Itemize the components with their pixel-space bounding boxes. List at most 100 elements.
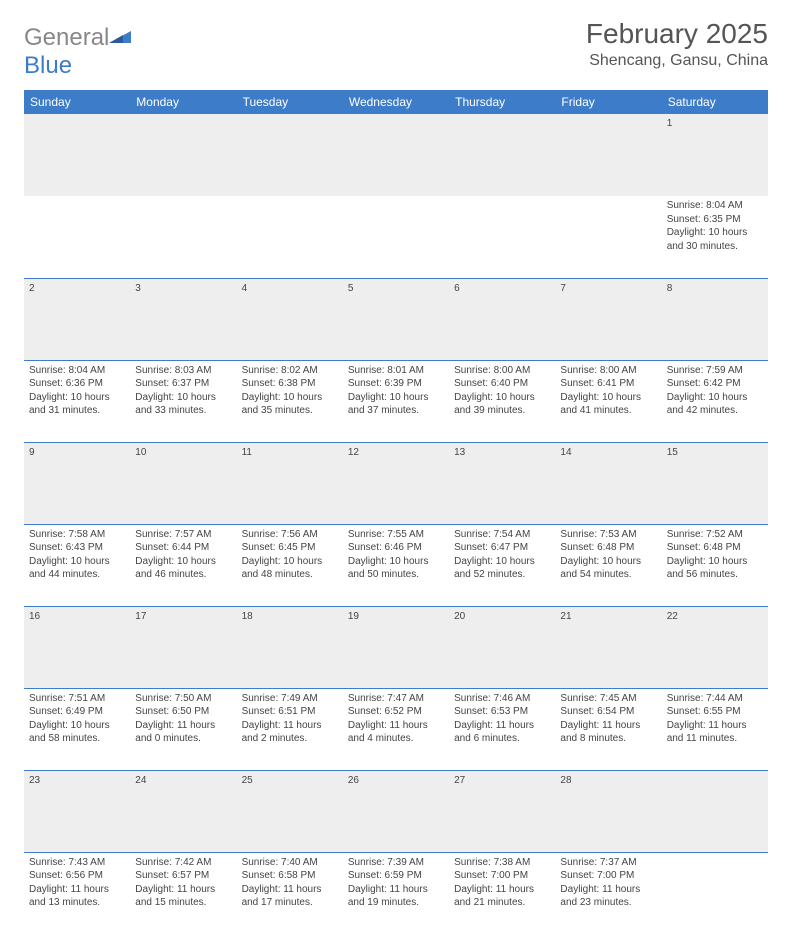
day-number-cell: 18 (237, 606, 343, 688)
logo-flag-icon (109, 29, 131, 45)
day-content-cell: Sunrise: 7:43 AMSunset: 6:56 PMDaylight:… (24, 852, 130, 934)
day-number-row: 9101112131415 (24, 442, 768, 524)
sunset-line: Sunset: 6:49 PM (29, 705, 125, 719)
daylight-line: Daylight: 11 hours and 2 minutes. (242, 719, 338, 746)
daylight-line: Daylight: 10 hours and 58 minutes. (29, 719, 125, 746)
sunrise-line: Sunrise: 7:50 AM (135, 692, 231, 706)
weekday-header-row: SundayMondayTuesdayWednesdayThursdayFrid… (24, 90, 768, 114)
sunset-line: Sunset: 6:44 PM (135, 541, 231, 555)
sunset-line: Sunset: 6:35 PM (667, 213, 763, 227)
daylight-line: Daylight: 10 hours and 41 minutes. (560, 391, 656, 418)
weekday-header: Tuesday (237, 90, 343, 114)
day-content-cell: Sunrise: 7:52 AMSunset: 6:48 PMDaylight:… (662, 524, 768, 606)
sunrise-line: Sunrise: 7:47 AM (348, 692, 444, 706)
day-content-cell (449, 196, 555, 278)
day-content-cell: Sunrise: 8:04 AMSunset: 6:36 PMDaylight:… (24, 360, 130, 442)
daylight-line: Daylight: 10 hours and 39 minutes. (454, 391, 550, 418)
sunset-line: Sunset: 6:42 PM (667, 377, 763, 391)
sunset-line: Sunset: 7:00 PM (454, 869, 550, 883)
sunset-line: Sunset: 6:52 PM (348, 705, 444, 719)
day-content-cell (343, 196, 449, 278)
calendar-body: 1Sunrise: 8:04 AMSunset: 6:35 PMDaylight… (24, 114, 768, 934)
day-content-row: Sunrise: 8:04 AMSunset: 6:36 PMDaylight:… (24, 360, 768, 442)
weekday-header: Wednesday (343, 90, 449, 114)
daylight-line: Daylight: 10 hours and 31 minutes. (29, 391, 125, 418)
sunrise-line: Sunrise: 7:45 AM (560, 692, 656, 706)
day-number-cell: 11 (237, 442, 343, 524)
day-content-cell (24, 196, 130, 278)
sunset-line: Sunset: 6:39 PM (348, 377, 444, 391)
day-content-cell: Sunrise: 7:55 AMSunset: 6:46 PMDaylight:… (343, 524, 449, 606)
day-number-cell: 5 (343, 278, 449, 360)
day-content-cell: Sunrise: 8:00 AMSunset: 6:40 PMDaylight:… (449, 360, 555, 442)
day-content-cell: Sunrise: 7:45 AMSunset: 6:54 PMDaylight:… (555, 688, 661, 770)
daylight-line: Daylight: 11 hours and 8 minutes. (560, 719, 656, 746)
sunrise-line: Sunrise: 7:39 AM (348, 856, 444, 870)
day-number-cell: 15 (662, 442, 768, 524)
day-content-row: Sunrise: 7:51 AMSunset: 6:49 PMDaylight:… (24, 688, 768, 770)
header: General Blue February 2025 Shencang, Gan… (24, 18, 768, 80)
day-content-cell: Sunrise: 8:00 AMSunset: 6:41 PMDaylight:… (555, 360, 661, 442)
day-number-cell: 6 (449, 278, 555, 360)
day-content-cell: Sunrise: 7:53 AMSunset: 6:48 PMDaylight:… (555, 524, 661, 606)
sunset-line: Sunset: 6:45 PM (242, 541, 338, 555)
sunset-line: Sunset: 6:47 PM (454, 541, 550, 555)
daylight-line: Daylight: 10 hours and 54 minutes. (560, 555, 656, 582)
day-content-cell: Sunrise: 7:51 AMSunset: 6:49 PMDaylight:… (24, 688, 130, 770)
sunset-line: Sunset: 7:00 PM (560, 869, 656, 883)
day-number-cell: 19 (343, 606, 449, 688)
day-number-cell: 12 (343, 442, 449, 524)
day-number-cell: 26 (343, 770, 449, 852)
day-content-cell (662, 852, 768, 934)
sunset-line: Sunset: 6:36 PM (29, 377, 125, 391)
day-content-cell (237, 196, 343, 278)
daylight-line: Daylight: 11 hours and 19 minutes. (348, 883, 444, 910)
weekday-header: Sunday (24, 90, 130, 114)
weekday-header: Friday (555, 90, 661, 114)
day-content-cell: Sunrise: 7:47 AMSunset: 6:52 PMDaylight:… (343, 688, 449, 770)
day-content-cell: Sunrise: 8:02 AMSunset: 6:38 PMDaylight:… (237, 360, 343, 442)
daylight-line: Daylight: 10 hours and 46 minutes. (135, 555, 231, 582)
daylight-line: Daylight: 10 hours and 42 minutes. (667, 391, 763, 418)
sunrise-line: Sunrise: 8:01 AM (348, 364, 444, 378)
logo-text-general: General (24, 24, 109, 51)
day-content-cell: Sunrise: 8:01 AMSunset: 6:39 PMDaylight:… (343, 360, 449, 442)
daylight-line: Daylight: 11 hours and 11 minutes. (667, 719, 763, 746)
day-number-row: 232425262728 (24, 770, 768, 852)
day-content-cell: Sunrise: 7:49 AMSunset: 6:51 PMDaylight:… (237, 688, 343, 770)
daylight-line: Daylight: 11 hours and 17 minutes. (242, 883, 338, 910)
day-content-row: Sunrise: 7:43 AMSunset: 6:56 PMDaylight:… (24, 852, 768, 934)
day-number-cell: 17 (130, 606, 236, 688)
day-number-cell: 9 (24, 442, 130, 524)
location-subtitle: Shencang, Gansu, China (586, 52, 768, 70)
calendar-table: SundayMondayTuesdayWednesdayThursdayFrid… (24, 90, 768, 934)
sunset-line: Sunset: 6:40 PM (454, 377, 550, 391)
day-number-cell (662, 770, 768, 852)
day-number-cell (343, 114, 449, 196)
sunset-line: Sunset: 6:59 PM (348, 869, 444, 883)
daylight-line: Daylight: 10 hours and 30 minutes. (667, 226, 763, 253)
day-number-cell (237, 114, 343, 196)
sunrise-line: Sunrise: 7:44 AM (667, 692, 763, 706)
sunset-line: Sunset: 6:41 PM (560, 377, 656, 391)
sunset-line: Sunset: 6:46 PM (348, 541, 444, 555)
logo-text: General Blue (24, 24, 131, 80)
day-number-cell: 4 (237, 278, 343, 360)
day-content-cell: Sunrise: 7:54 AMSunset: 6:47 PMDaylight:… (449, 524, 555, 606)
day-number-cell: 22 (662, 606, 768, 688)
day-number-cell: 20 (449, 606, 555, 688)
daylight-line: Daylight: 10 hours and 44 minutes. (29, 555, 125, 582)
day-number-cell: 2 (24, 278, 130, 360)
day-content-cell: Sunrise: 8:04 AMSunset: 6:35 PMDaylight:… (662, 196, 768, 278)
day-content-row: Sunrise: 8:04 AMSunset: 6:35 PMDaylight:… (24, 196, 768, 278)
sunrise-line: Sunrise: 7:37 AM (560, 856, 656, 870)
weekday-header: Saturday (662, 90, 768, 114)
sunrise-line: Sunrise: 7:55 AM (348, 528, 444, 542)
day-number-cell (449, 114, 555, 196)
daylight-line: Daylight: 11 hours and 0 minutes. (135, 719, 231, 746)
sunrise-line: Sunrise: 7:57 AM (135, 528, 231, 542)
daylight-line: Daylight: 10 hours and 48 minutes. (242, 555, 338, 582)
day-number-cell: 16 (24, 606, 130, 688)
day-content-cell: Sunrise: 7:38 AMSunset: 7:00 PMDaylight:… (449, 852, 555, 934)
sunrise-line: Sunrise: 7:56 AM (242, 528, 338, 542)
